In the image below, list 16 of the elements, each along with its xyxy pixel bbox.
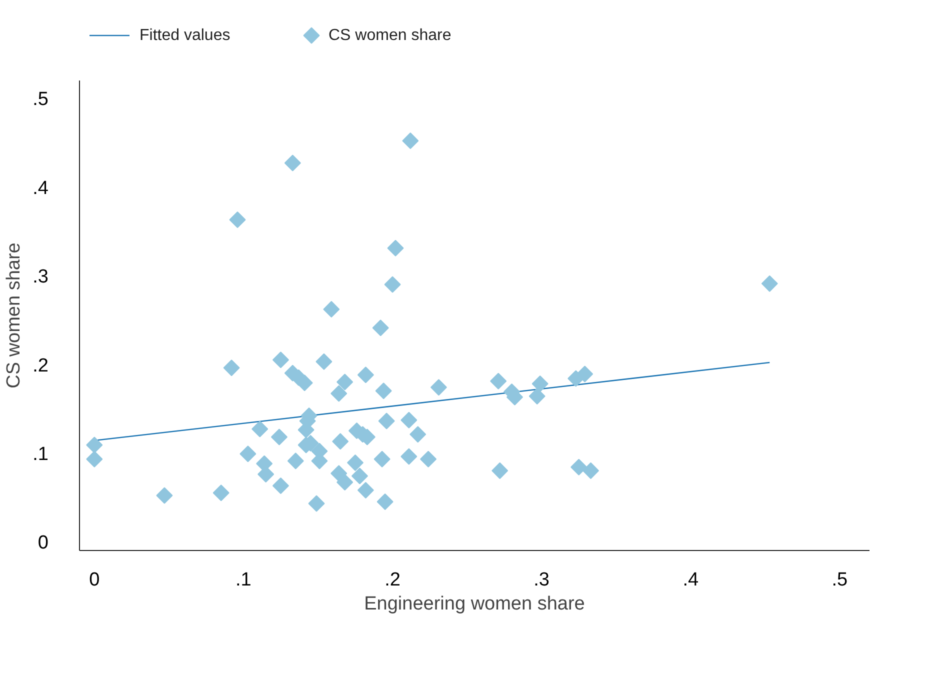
legend-label: CS women share: [328, 27, 452, 44]
y-tick-label: .3: [32, 266, 49, 288]
x-tick-label: .1: [236, 570, 252, 590]
x-tick-label: .2: [384, 570, 400, 590]
y-axis-title: CS women share: [4, 242, 25, 388]
x-tick-label: .4: [682, 570, 699, 590]
x-tick-label: .3: [534, 570, 550, 590]
y-tick-label: .5: [32, 89, 49, 110]
y-tick-label: .1: [32, 444, 49, 465]
x-axis-title: Engineering women share: [364, 594, 585, 614]
y-tick-label: .2: [32, 355, 49, 376]
x-tick-label: 0: [89, 570, 100, 590]
y-tick-label: .4: [32, 178, 49, 199]
legend-label: Fitted values: [140, 27, 230, 44]
x-tick-label: .5: [832, 570, 848, 590]
y-tick-label: 0: [38, 532, 49, 554]
